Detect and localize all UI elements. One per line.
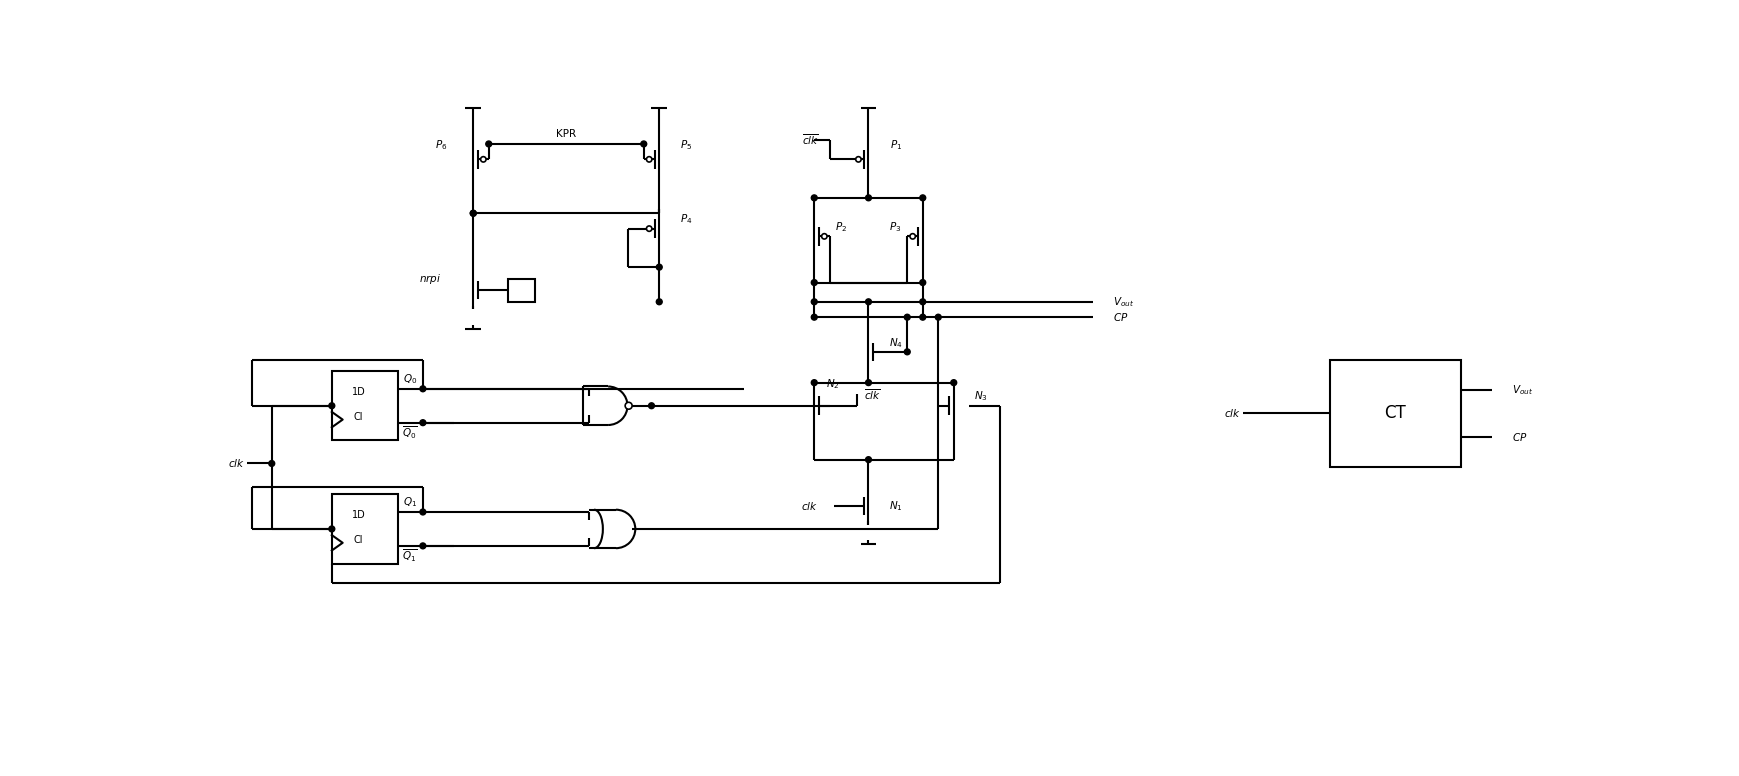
Circle shape <box>920 279 925 286</box>
Circle shape <box>419 543 426 549</box>
Circle shape <box>480 157 485 162</box>
Circle shape <box>649 403 654 409</box>
Circle shape <box>647 226 652 231</box>
Text: $\overline{clk}$: $\overline{clk}$ <box>802 133 819 147</box>
Circle shape <box>810 299 817 305</box>
Circle shape <box>949 379 956 386</box>
Text: $P_2$: $P_2$ <box>835 220 847 234</box>
Circle shape <box>920 195 925 201</box>
Circle shape <box>419 386 426 392</box>
Circle shape <box>810 195 817 201</box>
Text: $nrpi$: $nrpi$ <box>419 272 442 286</box>
Text: $\overline{clk}$: $\overline{clk}$ <box>863 386 880 401</box>
Circle shape <box>329 526 334 532</box>
Text: CT: CT <box>1384 404 1405 422</box>
Text: $CP$: $CP$ <box>1511 431 1527 442</box>
Circle shape <box>419 420 426 425</box>
Circle shape <box>920 314 925 320</box>
Text: $clk$: $clk$ <box>800 500 817 512</box>
Text: 1D: 1D <box>351 387 365 397</box>
Circle shape <box>470 210 476 217</box>
Text: $V_{out}$: $V_{out}$ <box>1111 295 1134 309</box>
Text: $N_4$: $N_4$ <box>889 336 903 349</box>
Text: $P_5$: $P_5$ <box>680 139 692 152</box>
Circle shape <box>640 141 647 147</box>
Circle shape <box>904 349 909 355</box>
Circle shape <box>470 210 476 217</box>
Circle shape <box>624 402 631 409</box>
Circle shape <box>810 379 817 386</box>
Text: $N_1$: $N_1$ <box>889 499 903 513</box>
Text: $clk$: $clk$ <box>1223 407 1240 420</box>
Circle shape <box>329 403 334 409</box>
Text: KPR: KPR <box>556 129 576 139</box>
Circle shape <box>656 264 663 270</box>
Text: Cl: Cl <box>353 535 363 546</box>
Bar <box>332 371 398 441</box>
Circle shape <box>268 461 275 466</box>
Circle shape <box>647 157 652 162</box>
Text: $V_{out}$: $V_{out}$ <box>1511 383 1532 397</box>
Text: $Q_0$: $Q_0$ <box>402 372 417 386</box>
Circle shape <box>864 195 871 201</box>
Circle shape <box>810 279 817 286</box>
Text: $N_3$: $N_3$ <box>974 390 988 404</box>
Text: $clk$: $clk$ <box>228 458 245 469</box>
Circle shape <box>419 509 426 515</box>
Circle shape <box>821 234 826 239</box>
Text: $\overline{Q_0}$: $\overline{Q_0}$ <box>402 424 417 441</box>
Text: $N_2$: $N_2$ <box>826 377 838 391</box>
Circle shape <box>909 234 915 239</box>
Text: $Q_1$: $Q_1$ <box>402 495 417 509</box>
Circle shape <box>485 141 492 147</box>
Circle shape <box>864 379 871 386</box>
Circle shape <box>936 314 941 320</box>
Text: Cl: Cl <box>353 412 363 422</box>
Text: $P_6$: $P_6$ <box>435 139 447 152</box>
Bar <box>332 494 398 563</box>
Text: $P_1$: $P_1$ <box>889 139 901 152</box>
Circle shape <box>864 299 871 305</box>
Circle shape <box>904 314 909 320</box>
Circle shape <box>920 299 925 305</box>
Text: $P_4$: $P_4$ <box>680 213 692 227</box>
Text: $P_3$: $P_3$ <box>889 220 901 234</box>
Text: $CP$: $CP$ <box>1111 311 1127 323</box>
Circle shape <box>864 457 871 462</box>
Circle shape <box>656 299 663 305</box>
Text: $\overline{Q_1}$: $\overline{Q_1}$ <box>402 548 417 564</box>
Bar <box>508 279 536 302</box>
Circle shape <box>856 157 861 162</box>
Text: 1D: 1D <box>351 510 365 520</box>
Circle shape <box>810 314 817 320</box>
Bar <box>1329 359 1461 467</box>
